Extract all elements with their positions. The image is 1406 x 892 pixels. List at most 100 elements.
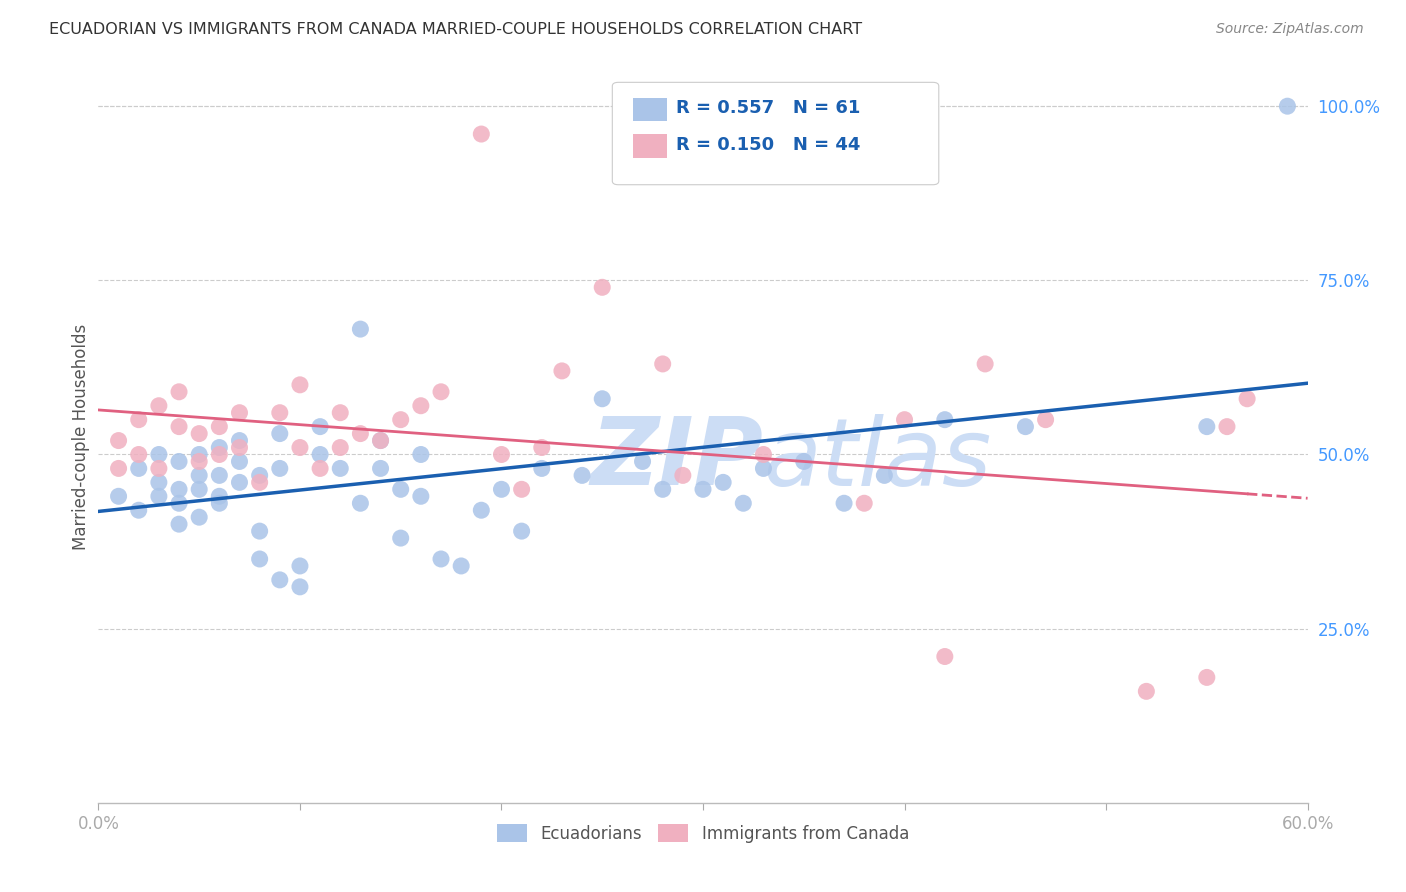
- Text: atlas: atlas: [763, 414, 991, 505]
- Point: [167, 483, 190, 497]
- Point: [409, 448, 432, 462]
- Point: [430, 384, 453, 399]
- Point: [148, 448, 170, 462]
- Point: [228, 475, 250, 490]
- Point: [551, 364, 574, 378]
- Point: [309, 419, 332, 434]
- Text: R = 0.557   N = 61: R = 0.557 N = 61: [676, 99, 860, 117]
- Point: [269, 426, 291, 441]
- Point: [228, 406, 250, 420]
- Point: [491, 448, 513, 462]
- Point: [1014, 419, 1036, 434]
- Point: [711, 475, 734, 490]
- Point: [510, 524, 533, 538]
- Text: ECUADORIAN VS IMMIGRANTS FROM CANADA MARRIED-COUPLE HOUSEHOLDS CORRELATION CHART: ECUADORIAN VS IMMIGRANTS FROM CANADA MAR…: [49, 22, 862, 37]
- Point: [249, 524, 271, 538]
- Point: [208, 489, 231, 503]
- Point: [389, 531, 412, 545]
- Point: [934, 649, 956, 664]
- Point: [389, 412, 412, 426]
- Point: [167, 384, 190, 399]
- Point: [167, 454, 190, 468]
- Point: [430, 552, 453, 566]
- Point: [128, 503, 150, 517]
- Point: [167, 496, 190, 510]
- Point: [208, 419, 231, 434]
- Point: [1195, 670, 1218, 684]
- Text: Source: ZipAtlas.com: Source: ZipAtlas.com: [1216, 22, 1364, 37]
- Point: [510, 483, 533, 497]
- Point: [128, 412, 150, 426]
- Point: [107, 489, 129, 503]
- Point: [591, 392, 613, 406]
- FancyBboxPatch shape: [633, 98, 666, 121]
- Point: [329, 441, 352, 455]
- Point: [733, 496, 755, 510]
- Point: [288, 377, 311, 392]
- Point: [752, 461, 775, 475]
- Y-axis label: Married-couple Households: Married-couple Households: [72, 324, 90, 550]
- Point: [370, 461, 392, 475]
- Point: [409, 489, 432, 503]
- Point: [793, 454, 815, 468]
- Point: [128, 448, 150, 462]
- Point: [853, 496, 876, 510]
- Point: [269, 461, 291, 475]
- Point: [128, 461, 150, 475]
- Point: [329, 461, 352, 475]
- Point: [188, 468, 211, 483]
- FancyBboxPatch shape: [633, 135, 666, 158]
- FancyBboxPatch shape: [613, 82, 939, 185]
- Point: [329, 406, 352, 420]
- Point: [188, 448, 211, 462]
- Point: [188, 483, 211, 497]
- Point: [188, 426, 211, 441]
- Point: [470, 503, 492, 517]
- Point: [167, 419, 190, 434]
- Point: [530, 461, 553, 475]
- Point: [1277, 99, 1299, 113]
- Point: [208, 448, 231, 462]
- Point: [249, 475, 271, 490]
- Point: [1236, 392, 1258, 406]
- Point: [591, 280, 613, 294]
- Point: [571, 468, 593, 483]
- Point: [409, 399, 432, 413]
- Point: [893, 412, 915, 426]
- Point: [450, 558, 472, 573]
- Point: [631, 454, 654, 468]
- Point: [1135, 684, 1157, 698]
- Point: [470, 127, 492, 141]
- Point: [651, 357, 673, 371]
- Point: [188, 454, 211, 468]
- Point: [1216, 419, 1239, 434]
- Point: [208, 441, 231, 455]
- Point: [148, 461, 170, 475]
- Point: [228, 454, 250, 468]
- Point: [1195, 419, 1218, 434]
- Text: R = 0.150   N = 44: R = 0.150 N = 44: [676, 136, 860, 153]
- Point: [752, 448, 775, 462]
- Point: [148, 475, 170, 490]
- Point: [309, 448, 332, 462]
- Point: [249, 468, 271, 483]
- Point: [148, 399, 170, 413]
- Point: [269, 573, 291, 587]
- Point: [974, 357, 997, 371]
- Point: [370, 434, 392, 448]
- Point: [934, 412, 956, 426]
- Point: [672, 468, 695, 483]
- Point: [530, 441, 553, 455]
- Point: [491, 483, 513, 497]
- Point: [389, 483, 412, 497]
- Point: [167, 517, 190, 532]
- Point: [249, 552, 271, 566]
- Point: [288, 580, 311, 594]
- Point: [228, 434, 250, 448]
- Legend: Ecuadorians, Immigrants from Canada: Ecuadorians, Immigrants from Canada: [491, 818, 915, 849]
- Point: [228, 441, 250, 455]
- Point: [832, 496, 855, 510]
- Point: [208, 496, 231, 510]
- Point: [349, 426, 371, 441]
- Point: [692, 483, 714, 497]
